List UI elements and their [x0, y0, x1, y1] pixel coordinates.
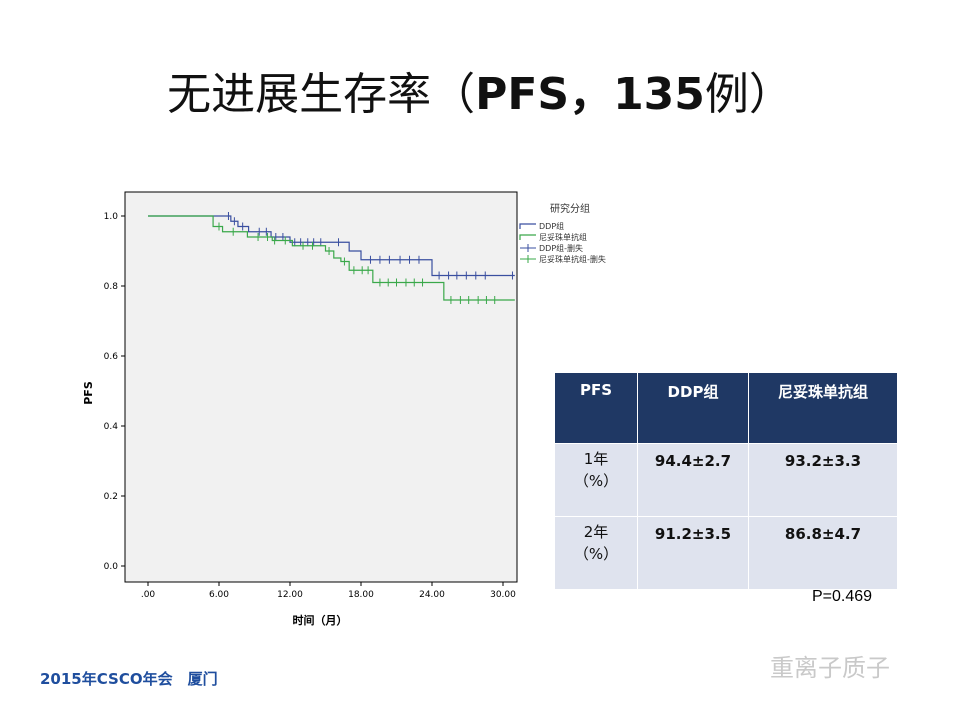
- title-cjk-suffix: 例）: [704, 69, 793, 120]
- x-tick-label: 30.00: [490, 590, 516, 600]
- legend-item: DDP组-删失: [539, 243, 583, 253]
- legend-swatch: [519, 234, 536, 240]
- legend-swatch: [519, 223, 536, 229]
- row-label-line: 1年: [583, 450, 609, 468]
- row-label: 1年 （%）: [554, 443, 638, 517]
- table-header: 尼妥珠单抗组: [748, 372, 898, 444]
- table-row: 2年 （%） 91.2±3.5 86.8±4.7: [554, 516, 898, 590]
- y-axis-title: PFS: [82, 381, 95, 405]
- slide-title: 无进展生存率（PFS，135例）: [0, 58, 960, 122]
- legend-item: 尼妥珠单抗组-删失: [539, 254, 606, 264]
- series-layer: [148, 212, 515, 304]
- x-axis-title: 时间（月）: [293, 613, 348, 627]
- x-tick-label: 6.00: [209, 590, 229, 600]
- row-label-line: 2年: [583, 523, 609, 541]
- table-row: 1年 （%） 94.4±2.7 93.2±3.3: [554, 443, 898, 517]
- table-cell: 93.2±3.3: [748, 443, 898, 517]
- table-header: DDP组: [637, 372, 749, 444]
- table-cell: 94.4±2.7: [637, 443, 749, 517]
- axes-group: 0.0 0.2 0.4 0.6 0.8 1.0 .00 6.00 12.00 18.00 24.00…: [104, 212, 516, 600]
- row-label-line: （%）: [573, 472, 619, 490]
- title-latin: PFS，135: [475, 69, 705, 120]
- x-tick-label: 12.00: [277, 590, 303, 600]
- legend-title: 研究分组: [550, 202, 590, 215]
- y-tick-label: 0.6: [104, 352, 119, 362]
- legend-item: DDP组: [539, 221, 564, 231]
- pfs-table: PFS DDP组 尼妥珠单抗组 1年 （%） 94.4±2.7 93.2±3.3…: [554, 372, 898, 590]
- row-label: 2年 （%）: [554, 516, 638, 590]
- km-survival-chart: 0.0 0.2 0.4 0.6 0.8 1.0 .00 6.00 12.00 18.00 24.00…: [82, 191, 606, 627]
- plot-background: [124, 191, 518, 583]
- table-header-row: PFS DDP组 尼妥珠单抗组: [554, 372, 898, 444]
- p-value: P=0.469: [812, 588, 873, 605]
- legend-item: 尼妥珠单抗组: [539, 232, 587, 242]
- table-cell: 91.2±3.5: [637, 516, 749, 590]
- y-tick-label: 0.4: [104, 422, 119, 432]
- x-tick-label: 24.00: [419, 590, 445, 600]
- watermark-text: 重离子质子: [770, 654, 890, 682]
- title-cjk-prefix: 无进展生存率（: [167, 69, 476, 120]
- y-tick-label: 0.2: [104, 492, 118, 502]
- table-header: PFS: [554, 372, 638, 444]
- x-tick-label: .00: [141, 590, 156, 600]
- km-line-series-1: [148, 215, 515, 301]
- row-label-line: （%）: [573, 545, 619, 563]
- table-cell: 86.8±4.7: [748, 516, 898, 590]
- km-line-series-0: [148, 215, 515, 277]
- footer-conference: 2015年CSCO年会 厦门: [40, 670, 218, 688]
- y-tick-label: 0.0: [104, 562, 119, 572]
- y-tick-label: 0.8: [104, 282, 119, 292]
- y-tick-label: 1.0: [104, 212, 119, 222]
- x-tick-label: 18.00: [348, 590, 374, 600]
